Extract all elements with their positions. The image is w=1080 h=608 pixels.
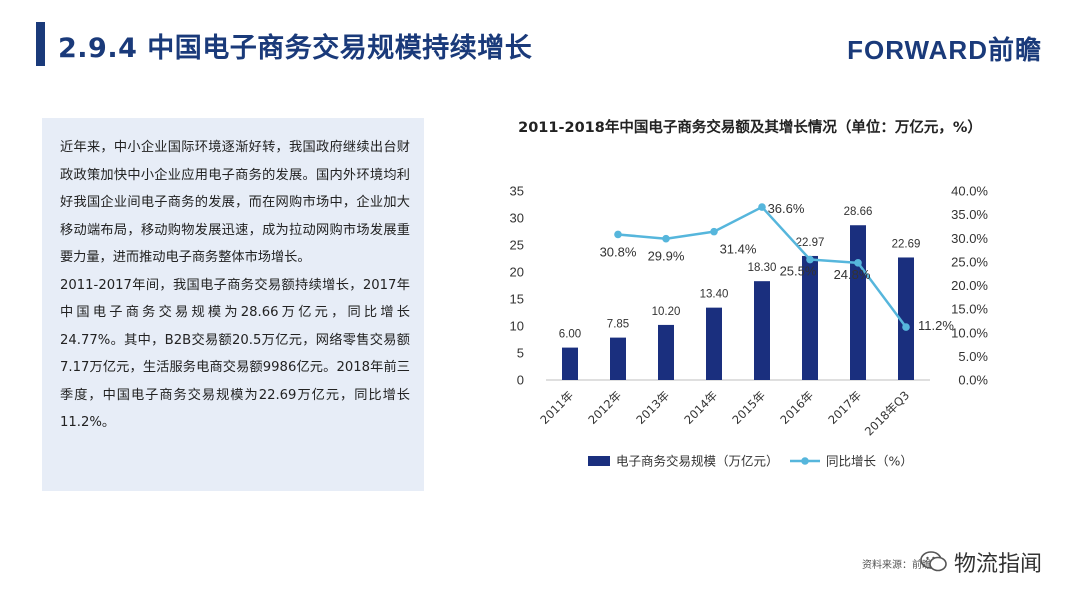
summary-paragraph-2: 2011-2017年间，我国电子商务交易额持续增长，2017年中国电子商务交易规… xyxy=(60,277,410,431)
y-right-tick-label: 25.0% xyxy=(951,254,988,269)
y-right-tick-label: 0.0% xyxy=(958,373,988,388)
legend-line-marker xyxy=(801,457,809,465)
bar xyxy=(658,324,674,380)
legend-bar-label: 电子商务交易规模（万亿元） xyxy=(616,454,779,469)
source-note: 资料来源：前瞻 xyxy=(862,560,932,571)
growth-value-label: 31.4% xyxy=(720,242,757,257)
bar-value-label: 7.85 xyxy=(607,319,629,331)
x-tick-label: 2017年 xyxy=(825,388,864,427)
growth-value-label: 29.9% xyxy=(648,249,685,264)
y-right-tick-label: 20.0% xyxy=(951,278,988,293)
growth-point xyxy=(662,234,670,243)
bar xyxy=(562,347,578,380)
wechat-label: 物流指闻 xyxy=(953,552,1042,577)
bar-value-label: 6.00 xyxy=(559,329,581,341)
chart-title: 2011-2018年中国电子商务交易额及其增长情况（单位：万亿元，%） xyxy=(518,120,982,136)
x-tick-label: 2011年 xyxy=(537,388,576,427)
y-left-tick-label: 35 xyxy=(510,184,524,199)
bar xyxy=(898,257,914,380)
title-accent-bar xyxy=(36,22,45,66)
bar-value-label: 18.30 xyxy=(748,262,777,274)
y-left-tick-label: 0 xyxy=(517,373,524,388)
x-tick-label: 2016年 xyxy=(777,388,816,427)
wechat-watermark: 物流指闻 xyxy=(920,546,1042,578)
x-tick-label: 2012年 xyxy=(585,388,624,427)
y-left-tick-label: 10 xyxy=(510,319,524,334)
y-right-tick-label: 5.0% xyxy=(958,349,988,364)
bar xyxy=(610,337,626,380)
y-left-tick-label: 15 xyxy=(510,292,524,307)
bar-value-label: 22.69 xyxy=(892,238,921,250)
x-tick-label: 2013年 xyxy=(633,388,672,427)
y-right-tick-label: 35.0% xyxy=(951,207,988,222)
bar xyxy=(754,281,770,380)
bar-value-label: 10.20 xyxy=(652,306,681,318)
growth-point xyxy=(710,227,718,236)
wechat-icon xyxy=(920,551,947,572)
y-left-tick-label: 20 xyxy=(510,265,524,280)
growth-point xyxy=(614,230,622,239)
growth-value-label: 24.8% xyxy=(834,267,871,282)
growth-value-label: 36.6% xyxy=(768,201,805,216)
bar-value-label: 28.66 xyxy=(844,206,873,218)
growth-value-label: 11.2% xyxy=(918,318,954,333)
x-tick-label: 2014年 xyxy=(681,388,720,427)
forward-logo: FORWARD前瞻 xyxy=(847,35,1042,65)
y-right-tick-label: 40.0% xyxy=(951,184,988,199)
bar-value-label: 13.40 xyxy=(700,289,729,301)
y-right-tick-label: 30.0% xyxy=(951,231,988,246)
summary-paragraph-1: 近年来，中小企业国际环境逐渐好转，我国政府继续出台财政政策加快中小企业应用电子商… xyxy=(60,140,410,265)
summary-textbox: 近年来，中小企业国际环境逐渐好转，我国政府继续出台财政政策加快中小企业应用电子商… xyxy=(42,118,424,491)
y-left-tick-label: 5 xyxy=(517,346,524,361)
growth-value-label: 30.8% xyxy=(600,244,637,259)
growth-point xyxy=(758,203,766,211)
bar-value-label: 22.97 xyxy=(796,237,825,249)
y-right-tick-label: 15.0% xyxy=(951,302,988,317)
growth-point xyxy=(902,323,910,331)
bar xyxy=(850,225,866,380)
growth-point xyxy=(854,259,862,267)
bar xyxy=(802,255,818,380)
legend-bar-swatch xyxy=(588,456,610,466)
y-left-tick-label: 25 xyxy=(510,238,524,253)
y-left-tick-label: 30 xyxy=(510,211,524,226)
growth-point xyxy=(806,255,814,264)
x-tick-label: 2015年 xyxy=(729,388,768,427)
y-right-tick-label: 10.0% xyxy=(951,325,988,340)
x-tick-label: 2018年Q3 xyxy=(862,388,912,438)
page-title: 2.9.4 中国电子商务交易规模持续增长 xyxy=(58,33,533,64)
growth-value-label: 25.5% xyxy=(780,264,817,279)
legend-line-label: 同比增长（%） xyxy=(826,454,913,469)
bar xyxy=(706,307,722,380)
